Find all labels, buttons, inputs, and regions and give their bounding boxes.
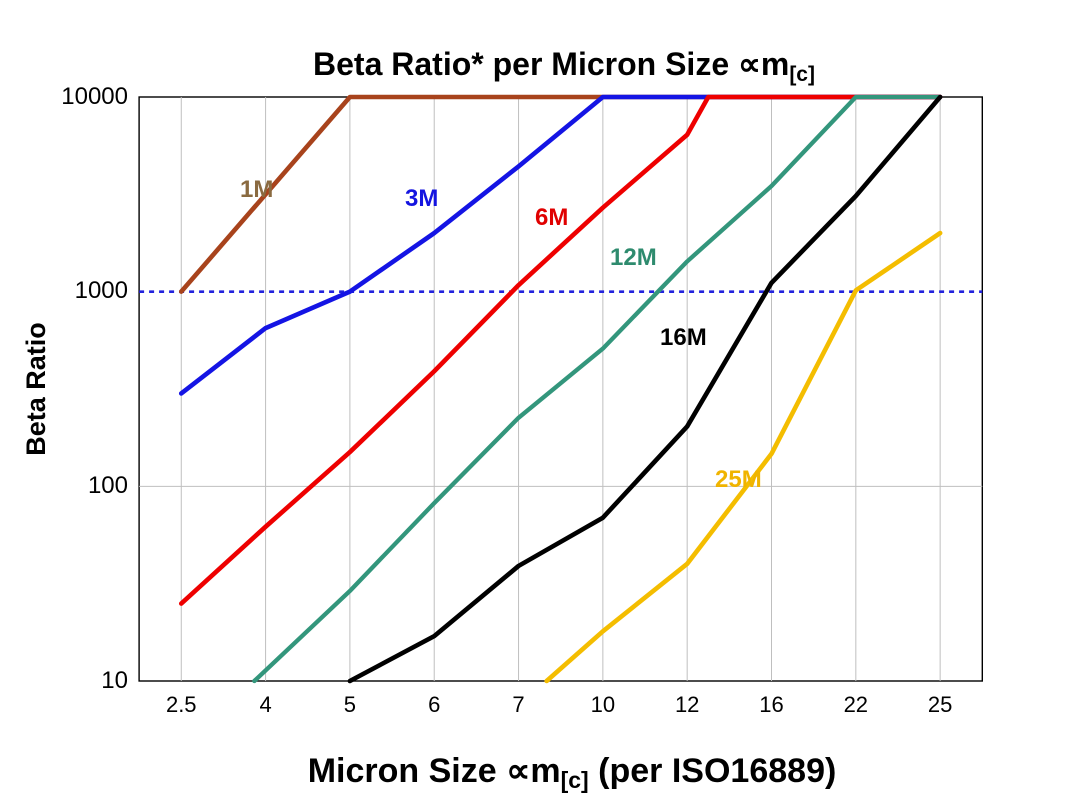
svg-text:6: 6 xyxy=(428,692,440,717)
svg-text:10: 10 xyxy=(101,667,128,694)
svg-text:Micron Size ∝m[c] (per ISO1688: Micron Size ∝m[c] (per ISO16889) xyxy=(308,752,837,793)
svg-text:1000: 1000 xyxy=(75,277,128,304)
svg-text:Beta Ratio* per Micron Size ∝m: Beta Ratio* per Micron Size ∝m[c] xyxy=(313,46,815,86)
svg-text:2.5: 2.5 xyxy=(166,692,197,717)
svg-text:6M: 6M xyxy=(535,204,568,231)
svg-text:3M: 3M xyxy=(405,185,438,212)
svg-text:22: 22 xyxy=(844,692,868,717)
svg-text:12: 12 xyxy=(675,692,699,717)
svg-text:10: 10 xyxy=(591,692,615,717)
svg-text:16: 16 xyxy=(759,692,783,717)
svg-text:16M: 16M xyxy=(660,324,707,351)
svg-text:Beta Ratio: Beta Ratio xyxy=(21,322,51,456)
svg-text:100: 100 xyxy=(88,472,128,499)
svg-text:25: 25 xyxy=(928,692,952,717)
svg-text:1M: 1M xyxy=(240,176,273,203)
svg-text:25M: 25M xyxy=(715,466,762,493)
svg-text:10000: 10000 xyxy=(61,83,128,110)
svg-text:12M: 12M xyxy=(610,244,657,271)
svg-text:5: 5 xyxy=(344,692,356,717)
svg-text:7: 7 xyxy=(512,692,524,717)
svg-text:4: 4 xyxy=(259,692,271,717)
